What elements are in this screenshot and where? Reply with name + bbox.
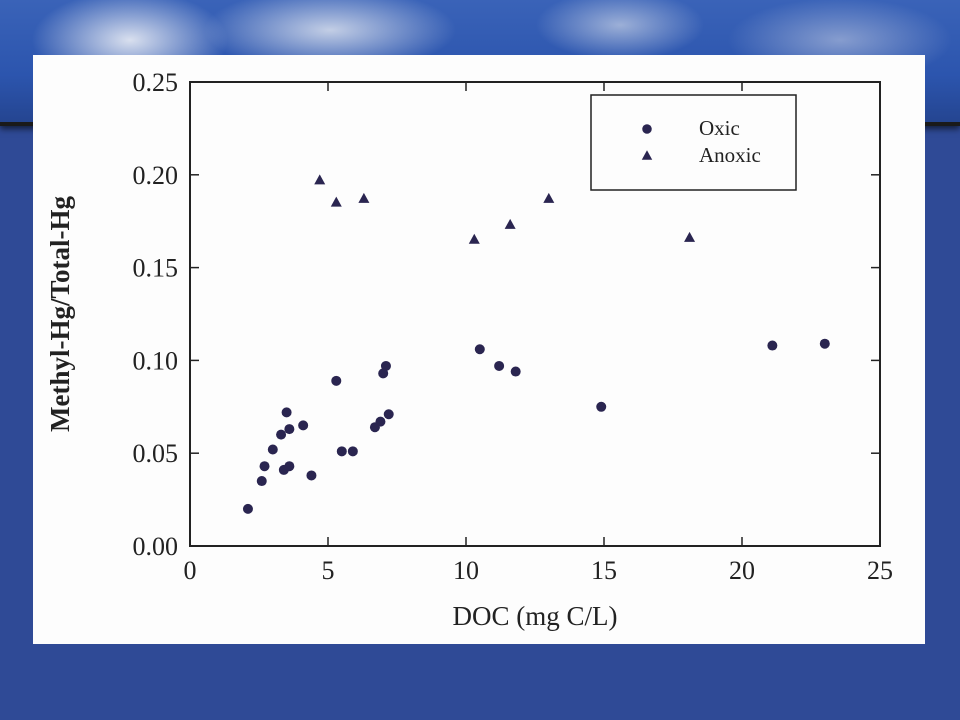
y-tick-label: 0.05 xyxy=(133,439,179,468)
oxic-point xyxy=(281,407,292,418)
legend-oxic-label: Oxic xyxy=(699,116,740,140)
plot-frame xyxy=(189,81,881,547)
x-tick-label: 15 xyxy=(591,556,617,585)
oxic-point xyxy=(284,461,295,472)
oxic-point xyxy=(331,375,342,386)
anoxic-point xyxy=(468,233,480,244)
anoxic-point xyxy=(504,218,516,229)
legend-anoxic-label: Anoxic xyxy=(699,143,761,167)
y-axis: 0.00 0.05 0.10 0.15 0.20 0.25 xyxy=(133,68,880,561)
legend-box xyxy=(590,94,797,191)
anoxic-point xyxy=(684,231,696,242)
y-axis-title: Methyl-Hg/Total-Hg xyxy=(45,196,75,432)
x-axis-title: DOC (mg C/L) xyxy=(453,601,618,631)
x-axis: 0 5 10 15 20 25 xyxy=(184,82,893,585)
x-tick-label: 20 xyxy=(729,556,755,585)
oxic-point xyxy=(767,340,778,351)
oxic-point xyxy=(256,476,267,487)
y-tick-label: 0.00 xyxy=(133,532,179,561)
oxic-point xyxy=(276,429,287,440)
oxic-point xyxy=(347,446,358,457)
legend-oxic-marker xyxy=(642,124,652,134)
y-tick-label: 0.20 xyxy=(133,161,179,190)
anoxic-point xyxy=(543,192,555,203)
data-points xyxy=(242,174,830,514)
oxic-point xyxy=(242,503,253,514)
oxic-point xyxy=(336,446,347,457)
oxic-point xyxy=(306,470,317,481)
anoxic-point xyxy=(358,192,370,203)
oxic-point xyxy=(267,444,278,455)
oxic-point xyxy=(375,416,386,427)
scatter-chart: 0 5 10 15 20 25 0.00 0.05 0.10 0.15 0.20 0.25 DOC … xyxy=(45,68,893,631)
anoxic-point xyxy=(330,196,342,207)
x-tick-label: 0 xyxy=(184,556,197,585)
chart-panel: 0 5 10 15 20 25 0.00 0.05 0.10 0.15 0.20 0.25 DOC … xyxy=(33,55,925,644)
y-tick-label: 0.10 xyxy=(133,346,179,375)
oxic-point xyxy=(259,461,270,472)
y-tick-label: 0.15 xyxy=(133,254,179,283)
oxic-point xyxy=(474,344,485,355)
x-tick-label: 25 xyxy=(867,556,893,585)
oxic-point xyxy=(383,409,394,420)
y-tick-label: 0.25 xyxy=(133,68,179,97)
x-tick-label: 10 xyxy=(453,556,479,585)
oxic-point xyxy=(298,420,309,431)
legend: Oxic Anoxic xyxy=(590,94,797,191)
oxic-point xyxy=(380,360,391,371)
x-tick-label: 5 xyxy=(322,556,335,585)
oxic-point xyxy=(596,401,607,412)
oxic-point xyxy=(284,424,295,435)
legend-anoxic-marker xyxy=(641,150,653,160)
oxic-point xyxy=(819,338,830,349)
anoxic-point xyxy=(314,174,326,185)
oxic-point xyxy=(494,360,505,371)
oxic-point xyxy=(510,366,521,377)
